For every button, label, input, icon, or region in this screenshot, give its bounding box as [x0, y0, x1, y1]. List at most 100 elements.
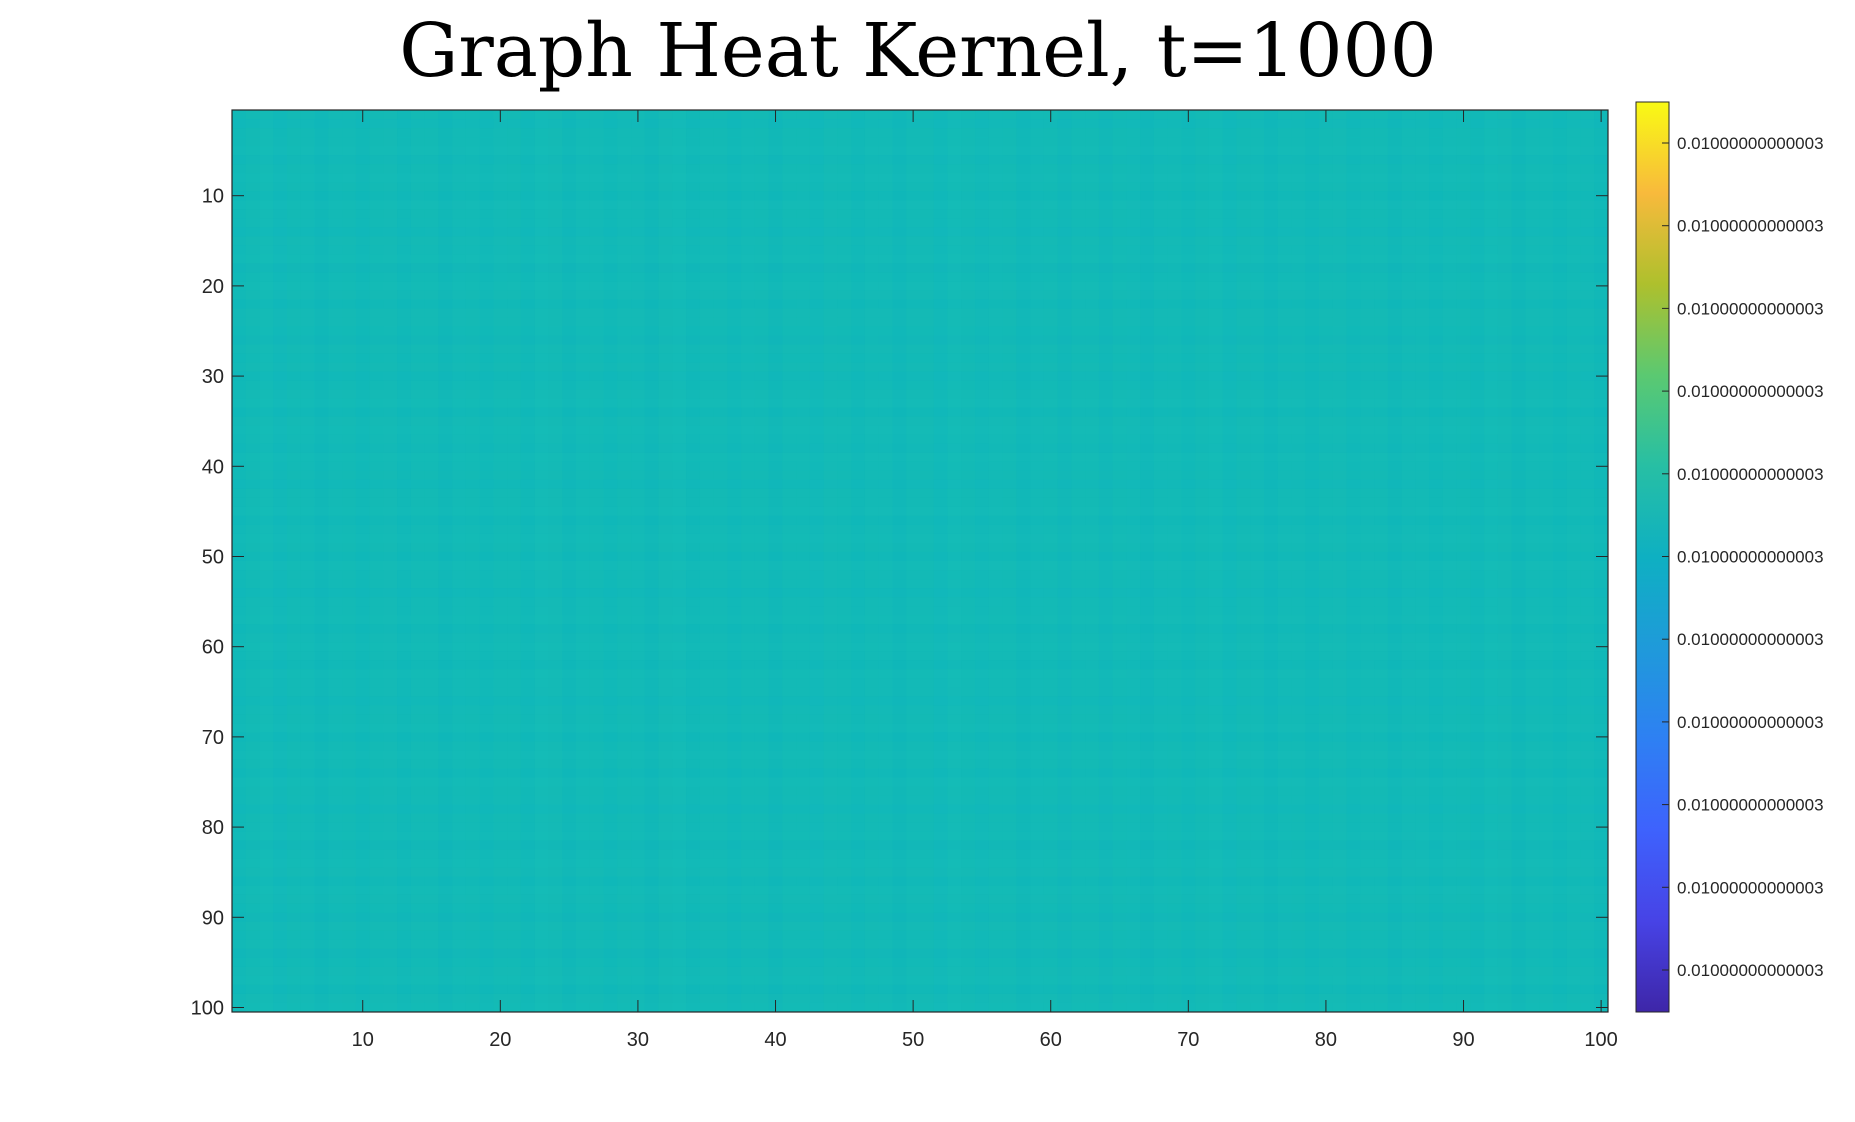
heatmap-column-band [548, 110, 563, 1012]
heatmap-column-band [796, 110, 810, 1012]
y-tick-label: 30 [202, 366, 224, 388]
heatmap-column-band [1360, 110, 1375, 1012]
x-tick-label: 40 [764, 1029, 786, 1051]
heatmap-column-band [355, 110, 370, 1012]
colorbar-tick-label: 0.01000000000003 [1677, 217, 1824, 236]
heatmap-row-band [232, 723, 1608, 733]
heatmap-column-band [1470, 110, 1485, 1012]
heatmap-row-band [232, 777, 1608, 787]
x-tick-label: 80 [1315, 1029, 1337, 1051]
heatmap-row-band [232, 759, 1608, 769]
heatmap-column-band [1222, 110, 1237, 1012]
heatmap-row-band [232, 904, 1608, 913]
heatmap-column-band [1250, 110, 1264, 1012]
heatmap-column-band [1594, 110, 1608, 1012]
heatmap-column-band [741, 110, 755, 1012]
heatmap-row-band [232, 705, 1608, 715]
heatmap-row-band [232, 931, 1608, 940]
heatmap-row-band [232, 524, 1608, 534]
heatmap-row-band [232, 741, 1608, 751]
heatmap-row-band [232, 958, 1608, 967]
x-tick-label: 20 [489, 1029, 511, 1051]
x-tick-label: 90 [1452, 1029, 1474, 1051]
heatmap-column-band [534, 110, 549, 1012]
heatmap-row-band [232, 1002, 1608, 1012]
y-tick-label: 60 [202, 637, 224, 659]
heatmap-column-band [1030, 110, 1044, 1012]
heatmap-column-band [837, 110, 852, 1012]
heatmap-column-band [782, 110, 797, 1012]
heatmap-column-band [1401, 110, 1416, 1012]
heatmap-row-band [232, 912, 1608, 922]
heatmap-row-band [232, 416, 1608, 426]
heatmap-column-band [259, 110, 274, 1012]
heatmap-row-band [232, 398, 1608, 408]
heatmap-row-band [232, 885, 1608, 895]
heatmap-row-band [232, 813, 1608, 823]
x-tick-label: 10 [352, 1029, 374, 1051]
heatmap-row-band [232, 290, 1608, 300]
heatmap-row-band [232, 561, 1608, 571]
heatmap-row-band [232, 570, 1608, 580]
heatmap-row-band [232, 687, 1608, 697]
heatmap-row-band [232, 182, 1608, 192]
heatmap-row-band [232, 515, 1608, 525]
heatmap-column-band [493, 110, 508, 1012]
heatmap-column-band [920, 110, 934, 1012]
heatmap-column-band [1208, 110, 1223, 1012]
heatmap-row-band [232, 579, 1608, 589]
heatmap-column-band [1456, 110, 1471, 1012]
heatmap-row-band [232, 633, 1608, 643]
heatmap-row-band [232, 921, 1608, 931]
heatmap-column-band [617, 110, 632, 1012]
heatmap-column-band [1319, 110, 1333, 1012]
heatmap-column-band [1043, 110, 1058, 1012]
heatmap-row-band [232, 651, 1608, 661]
heatmap-column-band [851, 110, 865, 1012]
colorbar-tick-label: 0.01000000000003 [1677, 548, 1824, 567]
heatmap-column-band [1112, 110, 1127, 1012]
y-tick-label: 90 [202, 907, 224, 929]
heatmap-column-band [287, 110, 301, 1012]
colorbar-tick-label: 0.01000000000003 [1677, 796, 1824, 815]
heatmap-row-band [232, 371, 1608, 381]
heatmap-row-band [232, 200, 1608, 210]
heatmap-row-band [232, 479, 1608, 489]
heatmap-row-band [232, 425, 1608, 435]
heatmap-row-band [232, 452, 1608, 462]
heatmap-row-band [232, 858, 1608, 868]
heatmap-column-band [1346, 110, 1361, 1012]
y-tick-label: 70 [202, 727, 224, 749]
heatmap-row-band [232, 506, 1608, 516]
heatmap-column-band [383, 110, 398, 1012]
heatmap-row-band [232, 606, 1608, 616]
y-tick-label: 80 [202, 817, 224, 839]
heatmap-row-band [232, 966, 1608, 976]
colorbar-tick-label: 0.01000000000003 [1677, 299, 1824, 318]
heatmap-row-band [232, 678, 1608, 688]
heatmap-row-band [232, 804, 1608, 814]
heatmap-column-band [1071, 110, 1086, 1012]
heatmap-column-band [397, 110, 411, 1012]
heatmap-column-band [1374, 110, 1388, 1012]
heatmap-column-band [1057, 110, 1072, 1012]
heatmap-column-band [823, 110, 838, 1012]
heatmap-column-band [273, 110, 288, 1012]
heatmap-row-band [232, 137, 1608, 147]
heatmap-column-band [589, 110, 604, 1012]
heatmap-column-band [713, 110, 728, 1012]
heatmap-column-band [727, 110, 742, 1012]
heatmap-column-band [1264, 110, 1278, 1012]
heatmap-row-band [232, 146, 1608, 156]
heatmap-row-band [232, 542, 1608, 552]
heatmap-row-band [232, 128, 1608, 138]
heatmap-column-band [342, 110, 356, 1012]
heatmap-row-band [232, 597, 1608, 607]
heatmap-row-band [232, 533, 1608, 543]
heatmap-row-band [232, 894, 1608, 904]
y-tick-label: 10 [202, 186, 224, 208]
y-tick-label: 20 [202, 276, 224, 298]
heatmap-column-band [906, 110, 920, 1012]
heatmap-column-band [1181, 110, 1196, 1012]
